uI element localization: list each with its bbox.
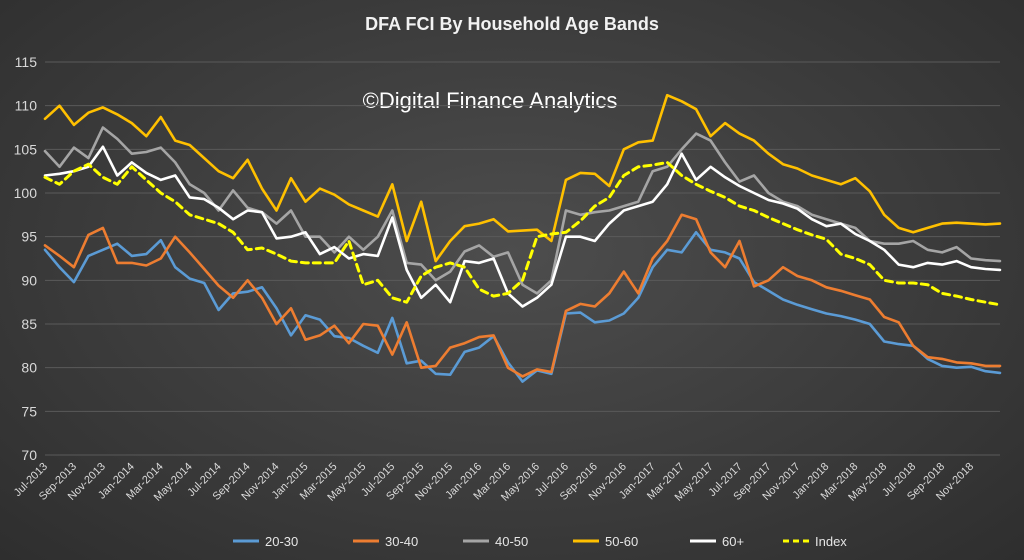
chart-title: DFA FCI By Household Age Bands [365,14,659,34]
series-line-50-60 [43,93,1002,263]
y-tick-label: 80 [21,360,37,376]
legend-label-20-30: 20-30 [265,534,298,549]
legend-label-60-: 60+ [722,534,744,549]
y-tick-label: 85 [21,316,37,332]
y-tick-label: 110 [15,98,38,114]
y-tick-label: 75 [21,403,37,419]
legend-label-30-40: 30-40 [385,534,418,549]
legend: 20-30 30-40 40-50 50-60 60+ Index [233,534,847,549]
watermark-text: ©Digital Finance Analytics [363,88,618,113]
legend-label-50-60: 50-60 [605,534,638,549]
legend-label-index: Index [815,534,847,549]
series-line-40-50 [43,126,1002,295]
y-axis-ticks: 70 75 80 85 90 95 100 105 110 115 [14,54,38,463]
series-line-30-40 [43,213,1002,378]
y-tick-label: 100 [14,185,38,201]
y-tick-label: 105 [14,141,38,157]
legend-label-40-50: 40-50 [495,534,528,549]
x-axis-ticks: Jul-2013Sep-2013Nov-2013Jan-2014Mar-2014… [12,461,976,504]
y-tick-label: 90 [21,272,37,288]
series-line-20-30 [43,231,1002,383]
series-line-index [43,160,1002,307]
y-tick-label: 95 [21,229,37,245]
y-tick-label: 115 [15,54,38,70]
y-tick-label: 70 [21,447,37,463]
series-line-60- [43,145,1002,308]
series-lines [43,93,1002,383]
